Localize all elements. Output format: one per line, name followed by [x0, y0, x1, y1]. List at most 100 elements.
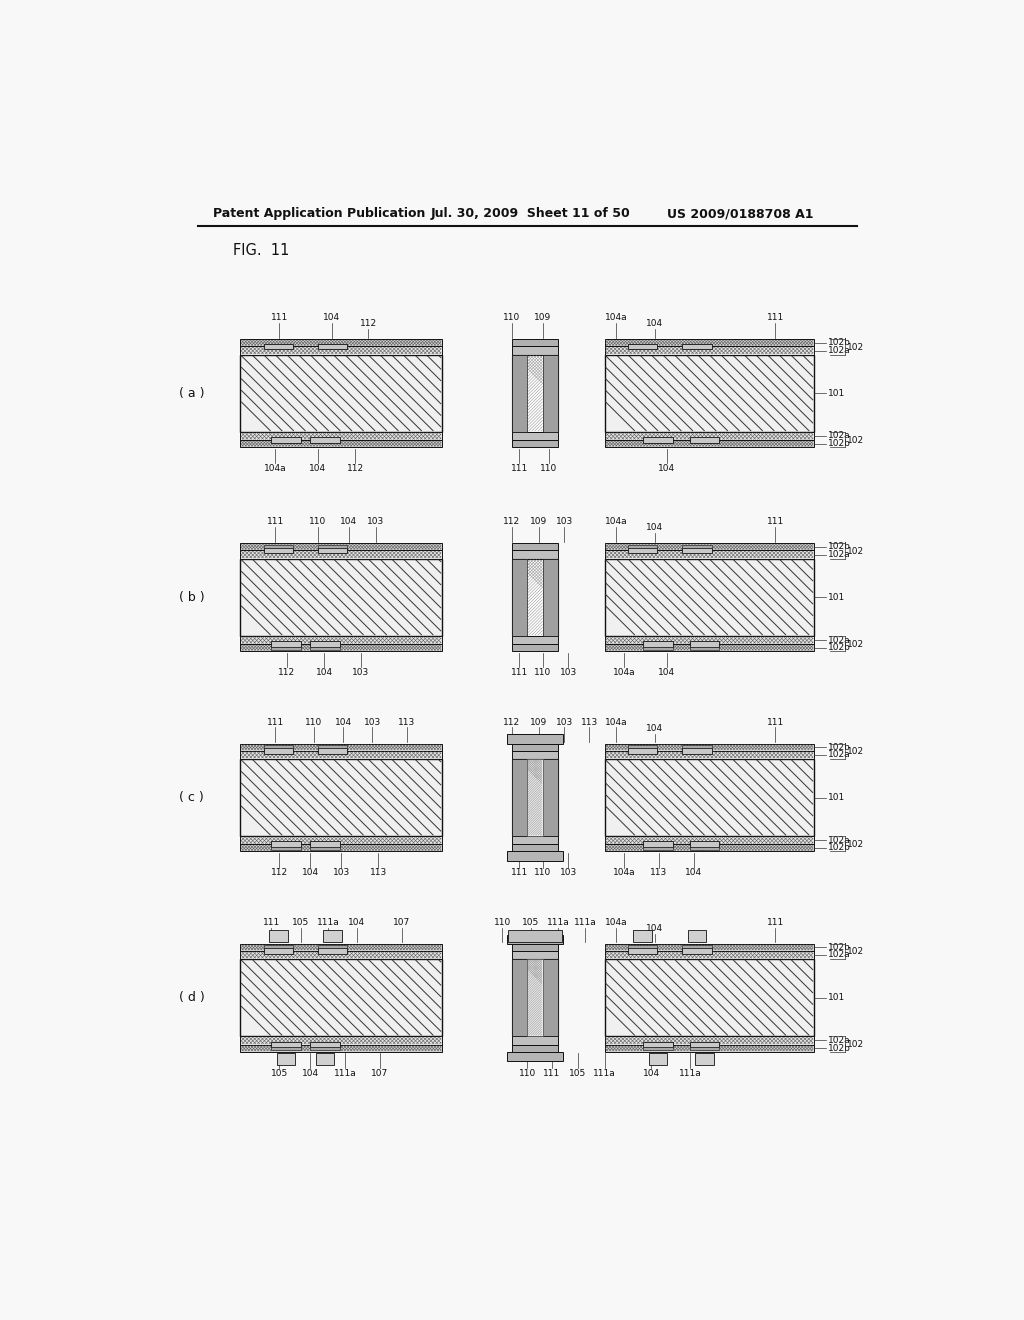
Bar [507, 734, 563, 743]
Bar [241, 544, 441, 549]
Text: 102: 102 [847, 1040, 864, 1049]
Text: 102a: 102a [827, 346, 851, 355]
Text: 109: 109 [534, 313, 551, 322]
Bar [310, 642, 340, 647]
Text: 102a: 102a [827, 836, 851, 845]
Text: 110: 110 [494, 917, 511, 927]
Bar [628, 945, 657, 948]
Bar [604, 1044, 814, 1052]
Bar [604, 950, 814, 960]
Text: 111: 111 [270, 313, 288, 322]
Bar [241, 837, 441, 843]
Bar [605, 760, 813, 836]
Bar [512, 544, 558, 550]
Bar [643, 642, 673, 647]
Bar [310, 437, 340, 442]
Text: 104: 104 [646, 924, 664, 933]
Text: 103: 103 [556, 517, 573, 527]
Bar [604, 636, 814, 644]
Bar [512, 644, 558, 651]
Bar [605, 645, 813, 651]
Bar [690, 847, 719, 850]
Text: 102: 102 [847, 946, 864, 956]
Bar [604, 759, 814, 836]
Text: 112: 112 [503, 718, 520, 726]
Text: 102a: 102a [827, 635, 851, 644]
Bar [241, 339, 442, 346]
Bar [604, 644, 814, 651]
Text: 104a: 104a [605, 517, 628, 527]
Bar [263, 748, 293, 754]
Text: 104: 104 [315, 668, 333, 677]
Bar [682, 545, 712, 548]
Bar [507, 1052, 563, 1061]
Text: 101: 101 [827, 793, 845, 803]
Bar [527, 759, 543, 836]
Text: 110: 110 [534, 869, 551, 878]
Bar [543, 355, 558, 432]
Bar [263, 945, 293, 948]
Bar [687, 929, 707, 942]
Bar [527, 355, 543, 432]
Bar [512, 339, 558, 346]
Bar [241, 751, 442, 759]
Text: 102: 102 [847, 640, 864, 648]
Bar [690, 1041, 719, 1047]
Bar [543, 558, 558, 636]
Text: 110: 110 [503, 313, 520, 322]
Bar [241, 1036, 442, 1044]
Bar [682, 945, 712, 948]
Text: 102b: 102b [827, 843, 851, 853]
Bar [643, 647, 673, 649]
Bar [605, 552, 813, 558]
Bar [643, 1041, 673, 1047]
Bar [690, 1047, 719, 1051]
Bar [605, 433, 813, 440]
Bar [512, 441, 558, 447]
Text: 102a: 102a [827, 550, 851, 560]
Bar [263, 744, 293, 748]
Text: 107: 107 [393, 917, 411, 927]
Text: 102a: 102a [827, 750, 851, 759]
Bar [241, 558, 442, 636]
Bar [241, 743, 442, 751]
Bar [605, 1045, 813, 1051]
Bar [512, 1036, 558, 1044]
Bar [324, 929, 342, 942]
Text: 110: 110 [309, 517, 327, 527]
Bar [604, 432, 814, 441]
Text: 104: 104 [643, 1069, 659, 1077]
Bar [643, 1047, 673, 1051]
Bar [317, 548, 347, 553]
Text: 111: 111 [767, 313, 783, 322]
Text: 104: 104 [658, 465, 675, 473]
Bar [649, 1053, 668, 1065]
Text: FIG.  11: FIG. 11 [232, 243, 289, 259]
Bar [241, 441, 442, 447]
Bar [604, 441, 814, 447]
Bar [241, 1045, 441, 1051]
Bar [276, 1053, 295, 1065]
Bar [512, 558, 527, 636]
Text: 101: 101 [827, 389, 845, 397]
Bar [512, 355, 527, 432]
Text: 102b: 102b [827, 743, 851, 751]
Bar [241, 759, 442, 836]
Bar [317, 948, 347, 954]
Bar [643, 847, 673, 850]
Text: 111: 111 [767, 517, 783, 527]
Bar [269, 929, 288, 942]
Bar [271, 1047, 301, 1051]
Bar [628, 744, 657, 748]
Bar [241, 644, 442, 651]
Text: 112: 112 [346, 465, 364, 473]
Bar [317, 748, 347, 754]
Bar [241, 560, 441, 635]
Bar [241, 544, 442, 550]
Text: 103: 103 [556, 718, 573, 726]
Text: 111: 111 [266, 718, 284, 726]
Bar [263, 345, 293, 350]
Bar [512, 960, 558, 1036]
Bar [690, 437, 719, 442]
Bar [241, 751, 441, 758]
